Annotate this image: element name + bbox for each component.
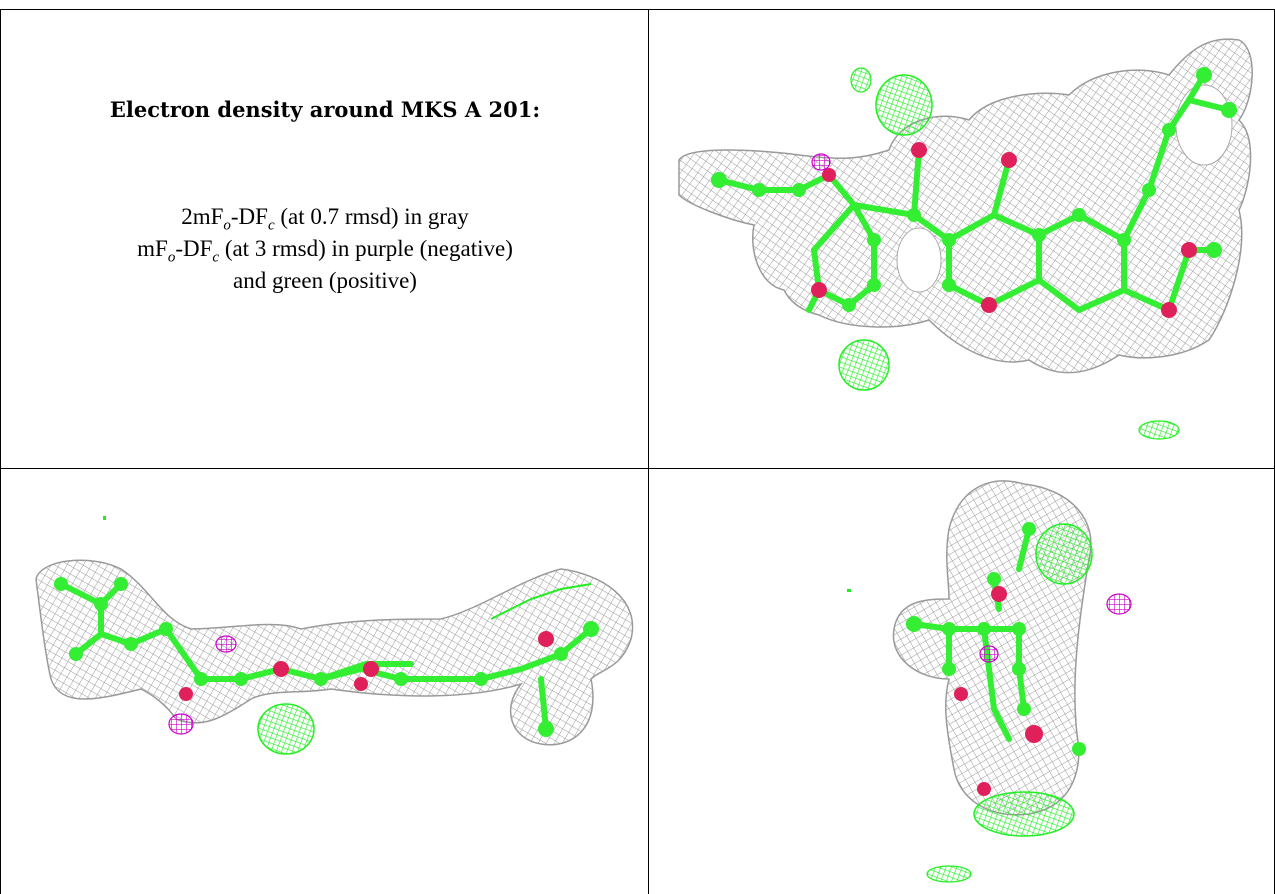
caption-line-1-sub-c: c bbox=[267, 217, 275, 234]
positive-density-blob bbox=[838, 339, 890, 391]
caption-line-1-lead: 2mF bbox=[181, 204, 224, 229]
caption-cell: Electron density around MKS A 201: 2mFo-… bbox=[1, 10, 648, 468]
ring-hole bbox=[896, 227, 942, 293]
oxygen-atoms bbox=[811, 142, 1197, 318]
panel-bottom-left bbox=[1, 469, 648, 894]
positive-density-blob bbox=[257, 703, 315, 755]
positive-density-blob bbox=[926, 865, 972, 883]
caption-line-3: and green (positive) bbox=[233, 268, 417, 293]
caption-line-1: 2mFo-DFc (at 0.7 rmsd) in gray bbox=[1, 202, 648, 241]
negative-density-blob bbox=[168, 713, 194, 735]
mesh-loop-hole bbox=[1175, 84, 1233, 166]
caption-line-2-sub-o: o bbox=[167, 249, 176, 266]
carbon-atoms bbox=[54, 577, 599, 737]
density-map-bottom-right bbox=[847, 480, 1132, 883]
positive-density-blob bbox=[850, 67, 872, 93]
carbon-atoms bbox=[711, 67, 1237, 312]
positive-density-speck bbox=[847, 589, 851, 592]
negative-density-blob bbox=[811, 153, 831, 171]
caption-line-1-mid: -DF bbox=[230, 204, 268, 229]
oxygen-atoms bbox=[179, 631, 554, 701]
caption-line-1-sub-o: o bbox=[223, 217, 231, 234]
density-map-bottom-left bbox=[35, 516, 634, 755]
caption-title: Electron density around MKS A 201: bbox=[109, 97, 541, 122]
caption-line-2-sub-c: c bbox=[212, 249, 220, 266]
panel-bottom-right bbox=[649, 469, 1274, 894]
density-map-top-right bbox=[678, 38, 1253, 440]
positive-density-streak bbox=[490, 583, 592, 620]
table-left-border bbox=[0, 9, 1, 894]
gray-density-mesh bbox=[678, 38, 1253, 374]
positive-density-speck bbox=[103, 516, 106, 520]
carbon-atoms bbox=[906, 522, 1086, 756]
table-center-divider bbox=[648, 9, 649, 894]
caption-line-2-mid: -DF bbox=[175, 236, 213, 261]
oxygen-atoms bbox=[954, 586, 1043, 796]
caption-line-2: mFo-DFc (at 3 rmsd) in purple (negative) bbox=[1, 234, 648, 273]
negative-density-blob bbox=[979, 645, 999, 663]
caption-line-1-tail: (at 0.7 rmsd) in gray bbox=[274, 204, 469, 229]
table-middle-border bbox=[0, 468, 1275, 469]
negative-density-blob bbox=[1106, 593, 1132, 615]
caption-line-2-lead: mF bbox=[137, 236, 168, 261]
positive-density-blob bbox=[1138, 420, 1180, 440]
caption-line-2-tail: (at 3 rmsd) in purple (negative) bbox=[219, 236, 513, 261]
positive-density-blob bbox=[1035, 523, 1093, 585]
panel-top-right bbox=[649, 10, 1274, 468]
negative-density-blob bbox=[215, 635, 237, 653]
positive-density-blob bbox=[973, 791, 1075, 837]
table-top-border bbox=[0, 9, 1275, 10]
positive-density-blob bbox=[875, 74, 933, 136]
